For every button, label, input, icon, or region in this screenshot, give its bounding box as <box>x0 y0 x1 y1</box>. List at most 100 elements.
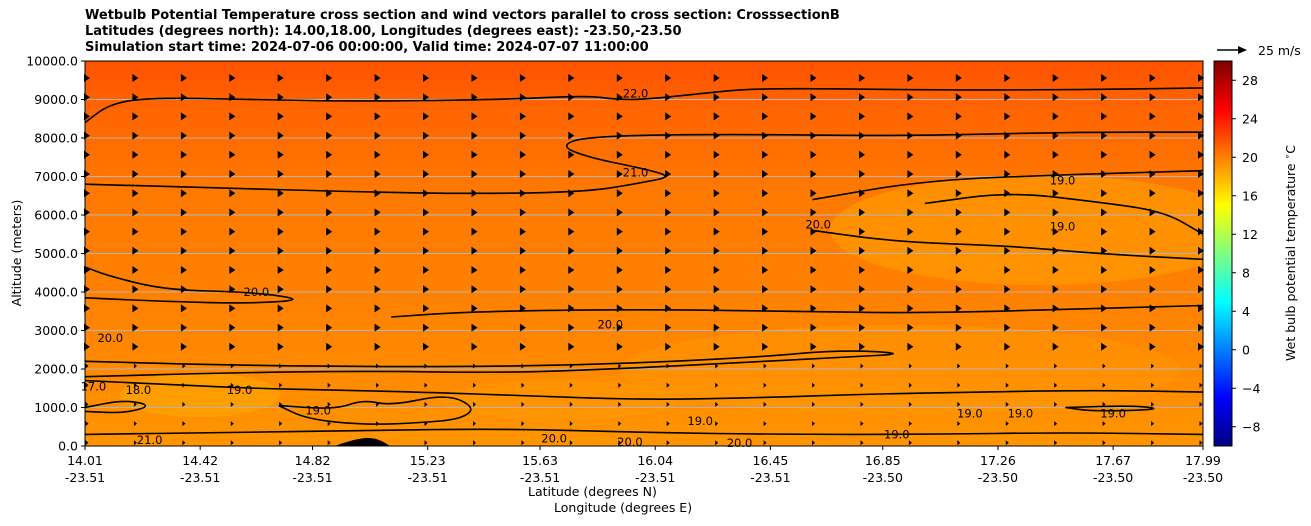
wind-vector-arrow <box>1101 227 1108 236</box>
wind-vector-arrow <box>1199 440 1203 446</box>
wind-vector-arrow <box>907 342 914 351</box>
wind-vector-arrow <box>519 208 526 217</box>
wind-vector-arrow <box>713 131 720 140</box>
contour-label: 19.0 <box>1050 220 1076 234</box>
quiver-key: 25 m/s <box>1217 43 1301 58</box>
wind-vector-arrow <box>326 208 333 217</box>
wind-vector-arrow <box>762 342 769 351</box>
wind-vector-arrow <box>955 189 962 198</box>
wind-vector-arrow <box>1052 93 1059 102</box>
wind-vector-arrow <box>859 304 865 313</box>
quiver-key-label: 25 m/s <box>1258 43 1301 58</box>
wind-vector-arrow <box>279 382 283 388</box>
wind-vector-arrow <box>955 304 962 313</box>
wind-vector-arrow <box>132 227 139 236</box>
wind-vector-arrow <box>616 208 623 217</box>
wind-vector-arrow <box>666 440 670 446</box>
wind-vector-arrow <box>521 382 525 388</box>
wind-vector-arrow <box>955 342 962 351</box>
y-tick-label: 1000.0 <box>34 400 78 415</box>
colorbar-tick-label: −4 <box>1242 381 1260 396</box>
wind-vector-arrow <box>568 227 575 236</box>
wind-vector-arrow <box>762 74 769 82</box>
wind-vector-arrow <box>860 440 864 446</box>
wind-vector-arrow <box>423 74 429 82</box>
wind-vector-arrow <box>665 93 672 102</box>
wind-vector-arrow <box>762 112 769 121</box>
wind-vector-arrow <box>616 227 623 236</box>
wind-vector-arrow <box>1004 131 1011 140</box>
wind-vector-arrow <box>762 304 769 313</box>
wind-vector-arrow <box>374 266 381 274</box>
wind-vector-arrow <box>471 112 478 121</box>
wind-vector-arrow <box>132 266 139 274</box>
wind-vector-arrow <box>762 323 769 332</box>
wind-vector-arrow <box>568 208 575 217</box>
wind-vector-arrow <box>376 401 380 407</box>
wind-vector-arrow <box>1004 189 1011 198</box>
y-tick-label: 6000.0 <box>34 208 78 223</box>
contour-line-20-0 <box>391 304 1203 318</box>
wind-vector-arrow <box>762 285 769 294</box>
wind-vector-arrow <box>277 150 284 159</box>
wind-vector-arrow <box>859 150 865 159</box>
wind-vector-arrow <box>665 112 672 121</box>
wind-vector-arrow <box>471 170 478 178</box>
wind-vector-arrow <box>471 342 478 351</box>
wind-vector-arrow <box>1149 323 1156 332</box>
wind-vector-arrow <box>1101 74 1108 82</box>
colorbar-gradient <box>1213 60 1233 447</box>
wind-vector-arrow <box>424 363 428 369</box>
wind-vector-arrow <box>665 246 672 255</box>
wind-vector-arrow <box>1101 246 1108 255</box>
wind-vector-arrow <box>374 131 381 140</box>
wind-vector-arrow <box>1005 440 1009 446</box>
wind-vector-arrow <box>182 363 186 369</box>
wind-vector-arrow <box>277 208 284 217</box>
wind-vector-arrow <box>762 170 769 178</box>
wind-vector-arrow <box>762 189 769 198</box>
x-tick-label-lon: -23.50 <box>1183 470 1223 485</box>
y-tick-label: 9000.0 <box>34 92 78 107</box>
wind-vector-arrow <box>423 246 429 255</box>
wind-vector-arrow <box>762 246 769 255</box>
wind-vector-arrow <box>1101 285 1108 294</box>
contour-line-20-0 <box>85 266 294 304</box>
wind-vector-arrow <box>616 112 623 121</box>
wind-vector-arrow <box>568 150 575 159</box>
wind-vector-arrow <box>1052 189 1059 198</box>
x-tick-label-lon: -23.50 <box>1093 470 1133 485</box>
wind-vector-arrow <box>568 266 575 274</box>
wind-vector-arrow <box>326 342 333 351</box>
wind-vector-arrow <box>665 285 672 294</box>
wind-vector-arrow <box>616 131 623 140</box>
wind-vector-arrow <box>376 363 380 369</box>
wind-vector-arrow <box>713 285 720 294</box>
contour-line-19-0 <box>85 428 1203 436</box>
wind-vector-arrow <box>665 227 672 236</box>
contour-label: 21.0 <box>137 433 163 447</box>
wind-vector-arrow <box>1199 421 1203 427</box>
wind-vector-arrow <box>327 440 331 446</box>
wind-vector-arrow <box>568 304 575 313</box>
colorbar-tick-label: 20 <box>1242 150 1258 165</box>
wind-vector-arrow <box>374 227 381 236</box>
wind-vector-arrow <box>423 266 429 274</box>
wind-vector-arrow <box>955 131 962 140</box>
wind-vector-arrow <box>616 323 623 332</box>
wind-vector-arrow <box>569 363 573 369</box>
wind-vector-arrow <box>1198 304 1204 313</box>
colorbar: −8 −4 0 4 8 12 16 20 24 28 <box>1213 60 1260 447</box>
wind-vector-arrow <box>132 189 139 198</box>
wind-vector-arrow <box>1149 170 1156 178</box>
y-tick-label: 3000.0 <box>34 323 78 338</box>
x-tick-label-lat: 15.63 <box>522 453 558 468</box>
wind-vector-arrow <box>810 323 817 332</box>
wind-vector-arrow <box>713 323 720 332</box>
wind-vector-arrow <box>907 131 914 140</box>
wind-vector-arrow <box>1052 74 1059 82</box>
wind-vector-arrow <box>519 304 526 313</box>
contour-label: 18.0 <box>126 383 152 397</box>
wind-vector-arrow <box>1198 74 1204 82</box>
wind-vector-arrow <box>374 342 381 351</box>
